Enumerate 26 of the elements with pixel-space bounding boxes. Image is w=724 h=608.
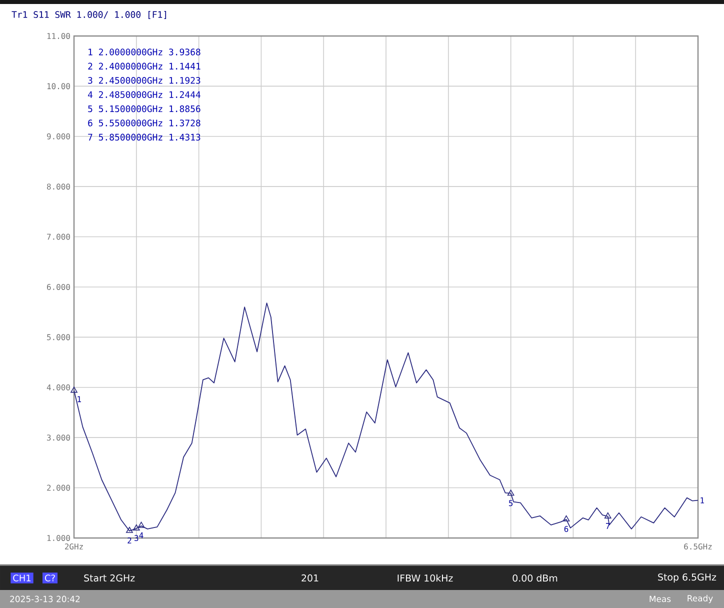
text: Stop 6.5GHz [658,573,716,582]
annotation: 1 2.0000000GHz 3.9368 [88,48,200,56]
annotation: 4 2.4850000GHz 1.2444 [88,91,200,98]
point [562,515,570,522]
annotation: 5 5.1500000GHz 1.8856 [88,105,200,112]
text: 2025-3-13 20:42 [10,596,80,602]
point [138,522,145,528]
chart-title: Tr1 S11 SWR 1.000/ 1.000 [F1] [12,10,166,19]
text: 0.00 dBm [512,574,558,582]
annotation: 6 5.5500000GHz 1.3728 [88,120,200,126]
text: IFBW 10kHz [398,574,453,582]
annotation: 7 5.8500000GHz 1.4313 [88,134,200,141]
point [126,526,133,533]
line-series [74,302,698,532]
text: Meas [650,596,671,602]
point [132,524,140,530]
text: 201 [302,574,318,582]
annotation: 2 2.4000000GHz 1.1441 [88,62,200,70]
text: Start 2GHz [84,574,135,582]
text: Ready [688,594,713,604]
point [507,490,514,496]
text: CH1 [13,574,31,582]
point [604,512,612,518]
point [70,386,78,393]
annotation: 3 2.4500000GHz 1.1923 [88,76,200,84]
text: C? [45,574,55,582]
